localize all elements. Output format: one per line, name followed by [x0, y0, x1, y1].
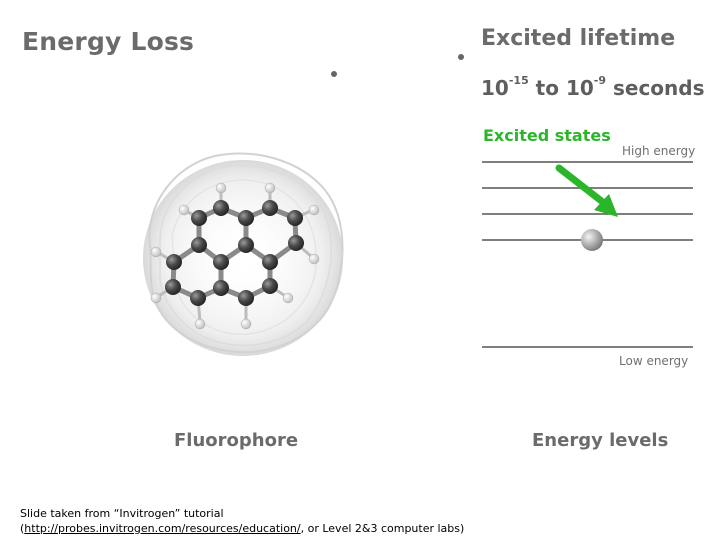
credit-rest: , or Level 2&3 computer labs) — [300, 522, 465, 535]
excited-lifetime-title: Excited lifetime — [481, 26, 676, 51]
source-credit: Slide taken from “Invitrogen” tutorial (… — [20, 506, 464, 536]
invitrogen-tutorial-link[interactable]: http://probes.invitrogen.com/resources/e… — [24, 522, 301, 535]
left-title-rule — [15, 71, 337, 77]
energy-levels-label: Energy levels — [532, 430, 669, 451]
downward-arrow-icon — [555, 164, 618, 217]
credit-line-2: (http://probes.invitrogen.com/resources/… — [20, 521, 464, 536]
high-energy-label: High energy — [622, 144, 696, 158]
credit-open-paren: ( — [20, 522, 25, 535]
lifetime-base-2: to 10 — [528, 76, 594, 100]
low-energy-label: Low energy — [619, 354, 689, 368]
electron-sphere-icon — [581, 229, 603, 251]
lifetime-range: 10-15 to 10-9 seconds — [481, 74, 705, 100]
credit-line-1: Slide taken from “Invitrogen” tutorial — [20, 507, 224, 520]
energy-loss-title: Energy Loss — [22, 27, 195, 56]
fluorophore-molecule-icon — [143, 152, 344, 356]
lifetime-exponent-1: -15 — [508, 74, 529, 87]
lifetime-unit: seconds — [606, 76, 705, 100]
right-title-rule — [458, 54, 720, 60]
fluorophore-label: Fluorophore — [174, 430, 299, 451]
excited-states-label: Excited states — [483, 126, 611, 145]
energy-level-lines — [482, 161, 693, 348]
lifetime-exponent-2: -9 — [593, 74, 607, 87]
lifetime-base-1: 10 — [481, 76, 509, 100]
